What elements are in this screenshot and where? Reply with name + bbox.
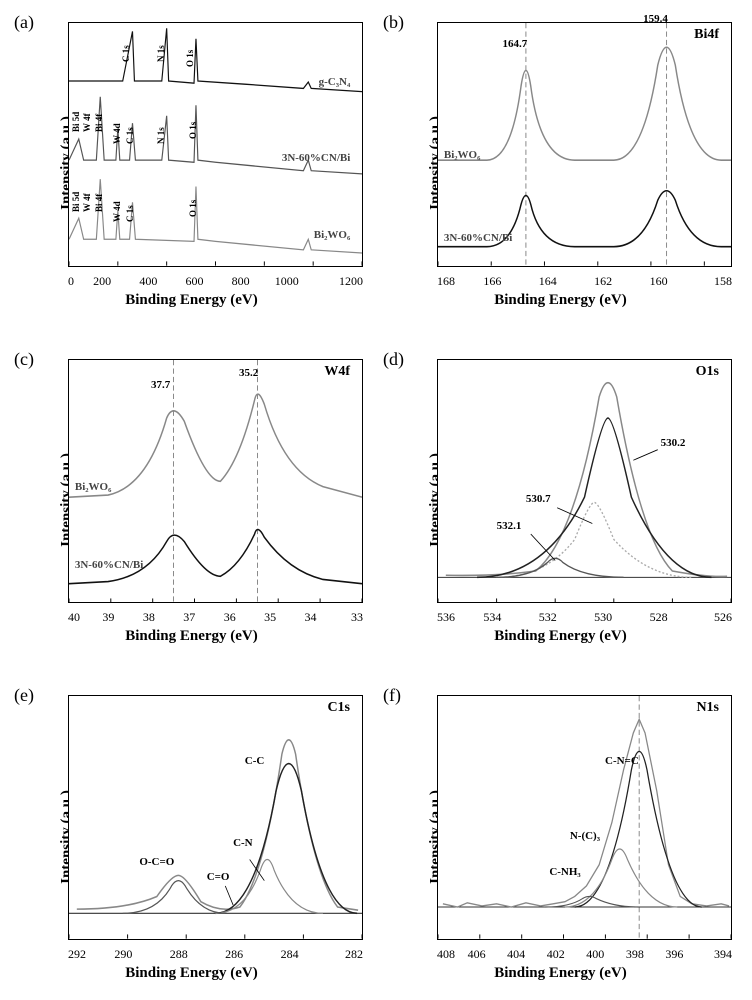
plot-area-a: C 1s N 1s O 1s Bi 5d W 4f Bi 4f W 4d C 1… xyxy=(68,22,363,267)
panel-b: (b) Intensity (a.u.) Bi4f 164.7 159.4 B xyxy=(381,12,740,315)
sample-gcn: g-C₃N₄ xyxy=(319,76,351,88)
panel-d: (d) Intensity (a.u.) xyxy=(381,349,740,652)
panel-c: (c) Intensity (a.u.) W4f 37.7 35.2 Bi xyxy=(12,349,371,652)
anno-nc3: N-(C)₃ xyxy=(570,830,600,842)
anno-cn: C-N xyxy=(233,837,253,849)
sample-bwo-b: Bi₂WO₆ xyxy=(444,149,481,161)
peak-352: 35.2 xyxy=(239,367,258,379)
xticks-a: 020040060080010001200 xyxy=(68,274,363,289)
c1s-plot xyxy=(69,696,362,939)
corner-w4f: W4f xyxy=(324,364,350,380)
plot-area-d: O1s 530.2 530.7 532.1 xyxy=(437,359,732,604)
xticks-d: 536534532530528526 xyxy=(437,610,732,625)
label-bi4f-3: Bi 4f xyxy=(94,194,104,212)
sample-3n-c: 3N-60%CN/Bi xyxy=(75,559,143,571)
label-c1s-3: C 1s xyxy=(125,205,135,222)
label-n1s-2: N 1s xyxy=(156,128,166,145)
peak-377: 37.7 xyxy=(151,379,170,391)
panel-a: (a) Intensity (a.u.) C 1s N 1s O 1s xyxy=(12,12,371,315)
plot-area-f: N1s C-NH₃ N-(C)₃ C-N=C xyxy=(437,695,732,940)
label-bi4f: Bi 4f xyxy=(94,114,104,132)
xticks-c: 4039383736353433 xyxy=(68,610,363,625)
peak-164: 164.7 xyxy=(502,38,527,50)
panel-f: (f) Intensity (a.u.) xyxy=(381,685,740,988)
panel-letter: (c) xyxy=(14,349,34,370)
plot-area-c: W4f 37.7 35.2 Bi₂WO₆ 3N-60%CN/Bi xyxy=(68,359,363,604)
xlabel: Binding Energy (eV) xyxy=(494,292,627,309)
panel-letter: (a) xyxy=(14,12,34,33)
panel-letter: (d) xyxy=(383,349,404,370)
corner-bi4f: Bi4f xyxy=(694,27,719,43)
panel-letter: (f) xyxy=(383,685,401,706)
xticks-f: 408406404402400398396394 xyxy=(437,947,732,962)
xticks-e: 292290288286284282 xyxy=(68,947,363,962)
panel-letter: (b) xyxy=(383,12,404,33)
sample-bwo: Bi₂WO₆ xyxy=(314,229,351,241)
label-o1s: O 1s xyxy=(185,49,195,66)
xlabel: Binding Energy (eV) xyxy=(125,965,258,982)
label-bi5d: Bi 5d xyxy=(71,112,81,132)
corner-c1s: C1s xyxy=(327,700,350,716)
anno-oco: O-C=O xyxy=(139,856,174,868)
anno-5302: 530.2 xyxy=(661,437,686,449)
label-c1s-2: C 1s xyxy=(125,128,135,145)
xlabel: Binding Energy (eV) xyxy=(125,292,258,309)
sample-3n: 3N-60%CN/Bi xyxy=(282,152,350,164)
sample-bwo-c: Bi₂WO₆ xyxy=(75,481,112,493)
anno-5321: 532.1 xyxy=(497,520,522,532)
anno-cnc: C-N=C xyxy=(605,755,639,767)
n1s-plot xyxy=(438,696,731,939)
corner-n1s: N1s xyxy=(696,700,719,716)
bi4f-plot xyxy=(438,23,731,266)
xlabel: Binding Energy (eV) xyxy=(494,965,627,982)
label-w4d: W 4d xyxy=(112,124,122,145)
xticks-b: 168166164162160158 xyxy=(437,274,732,289)
label-w4f-3: W 4f xyxy=(82,194,92,213)
label-w4d-3: W 4d xyxy=(112,201,122,222)
o1s-plot xyxy=(438,360,731,603)
label-c1s: C 1s xyxy=(121,45,131,62)
label-n1s: N 1s xyxy=(156,45,166,62)
anno-cnh3: C-NH₃ xyxy=(549,866,580,878)
anno-5307: 530.7 xyxy=(526,493,551,505)
anno-cc: C-C xyxy=(245,755,265,767)
anno-co: C=O xyxy=(207,871,230,883)
panel-letter: (e) xyxy=(14,685,34,706)
label-o1s-3: O 1s xyxy=(188,200,198,217)
xlabel: Binding Energy (eV) xyxy=(125,628,258,645)
xlabel: Binding Energy (eV) xyxy=(494,628,627,645)
sample-3n-b: 3N-60%CN/Bi xyxy=(444,232,512,244)
panel-e: (e) Intensity (a.u.) xyxy=(12,685,371,988)
corner-o1s: O1s xyxy=(696,364,719,380)
figure-grid: (a) Intensity (a.u.) C 1s N 1s O 1s xyxy=(0,0,752,1000)
label-o1s-2: O 1s xyxy=(188,122,198,139)
label-w4f: W 4f xyxy=(82,114,92,133)
plot-area-e: C1s O-C=O C=O C-N C-C xyxy=(68,695,363,940)
plot-area-b: Bi4f 164.7 159.4 Bi₂WO₆ 3N-60%CN/Bi xyxy=(437,22,732,267)
peak-159: 159.4 xyxy=(643,13,668,25)
label-bi5d-3: Bi 5d xyxy=(71,192,81,212)
